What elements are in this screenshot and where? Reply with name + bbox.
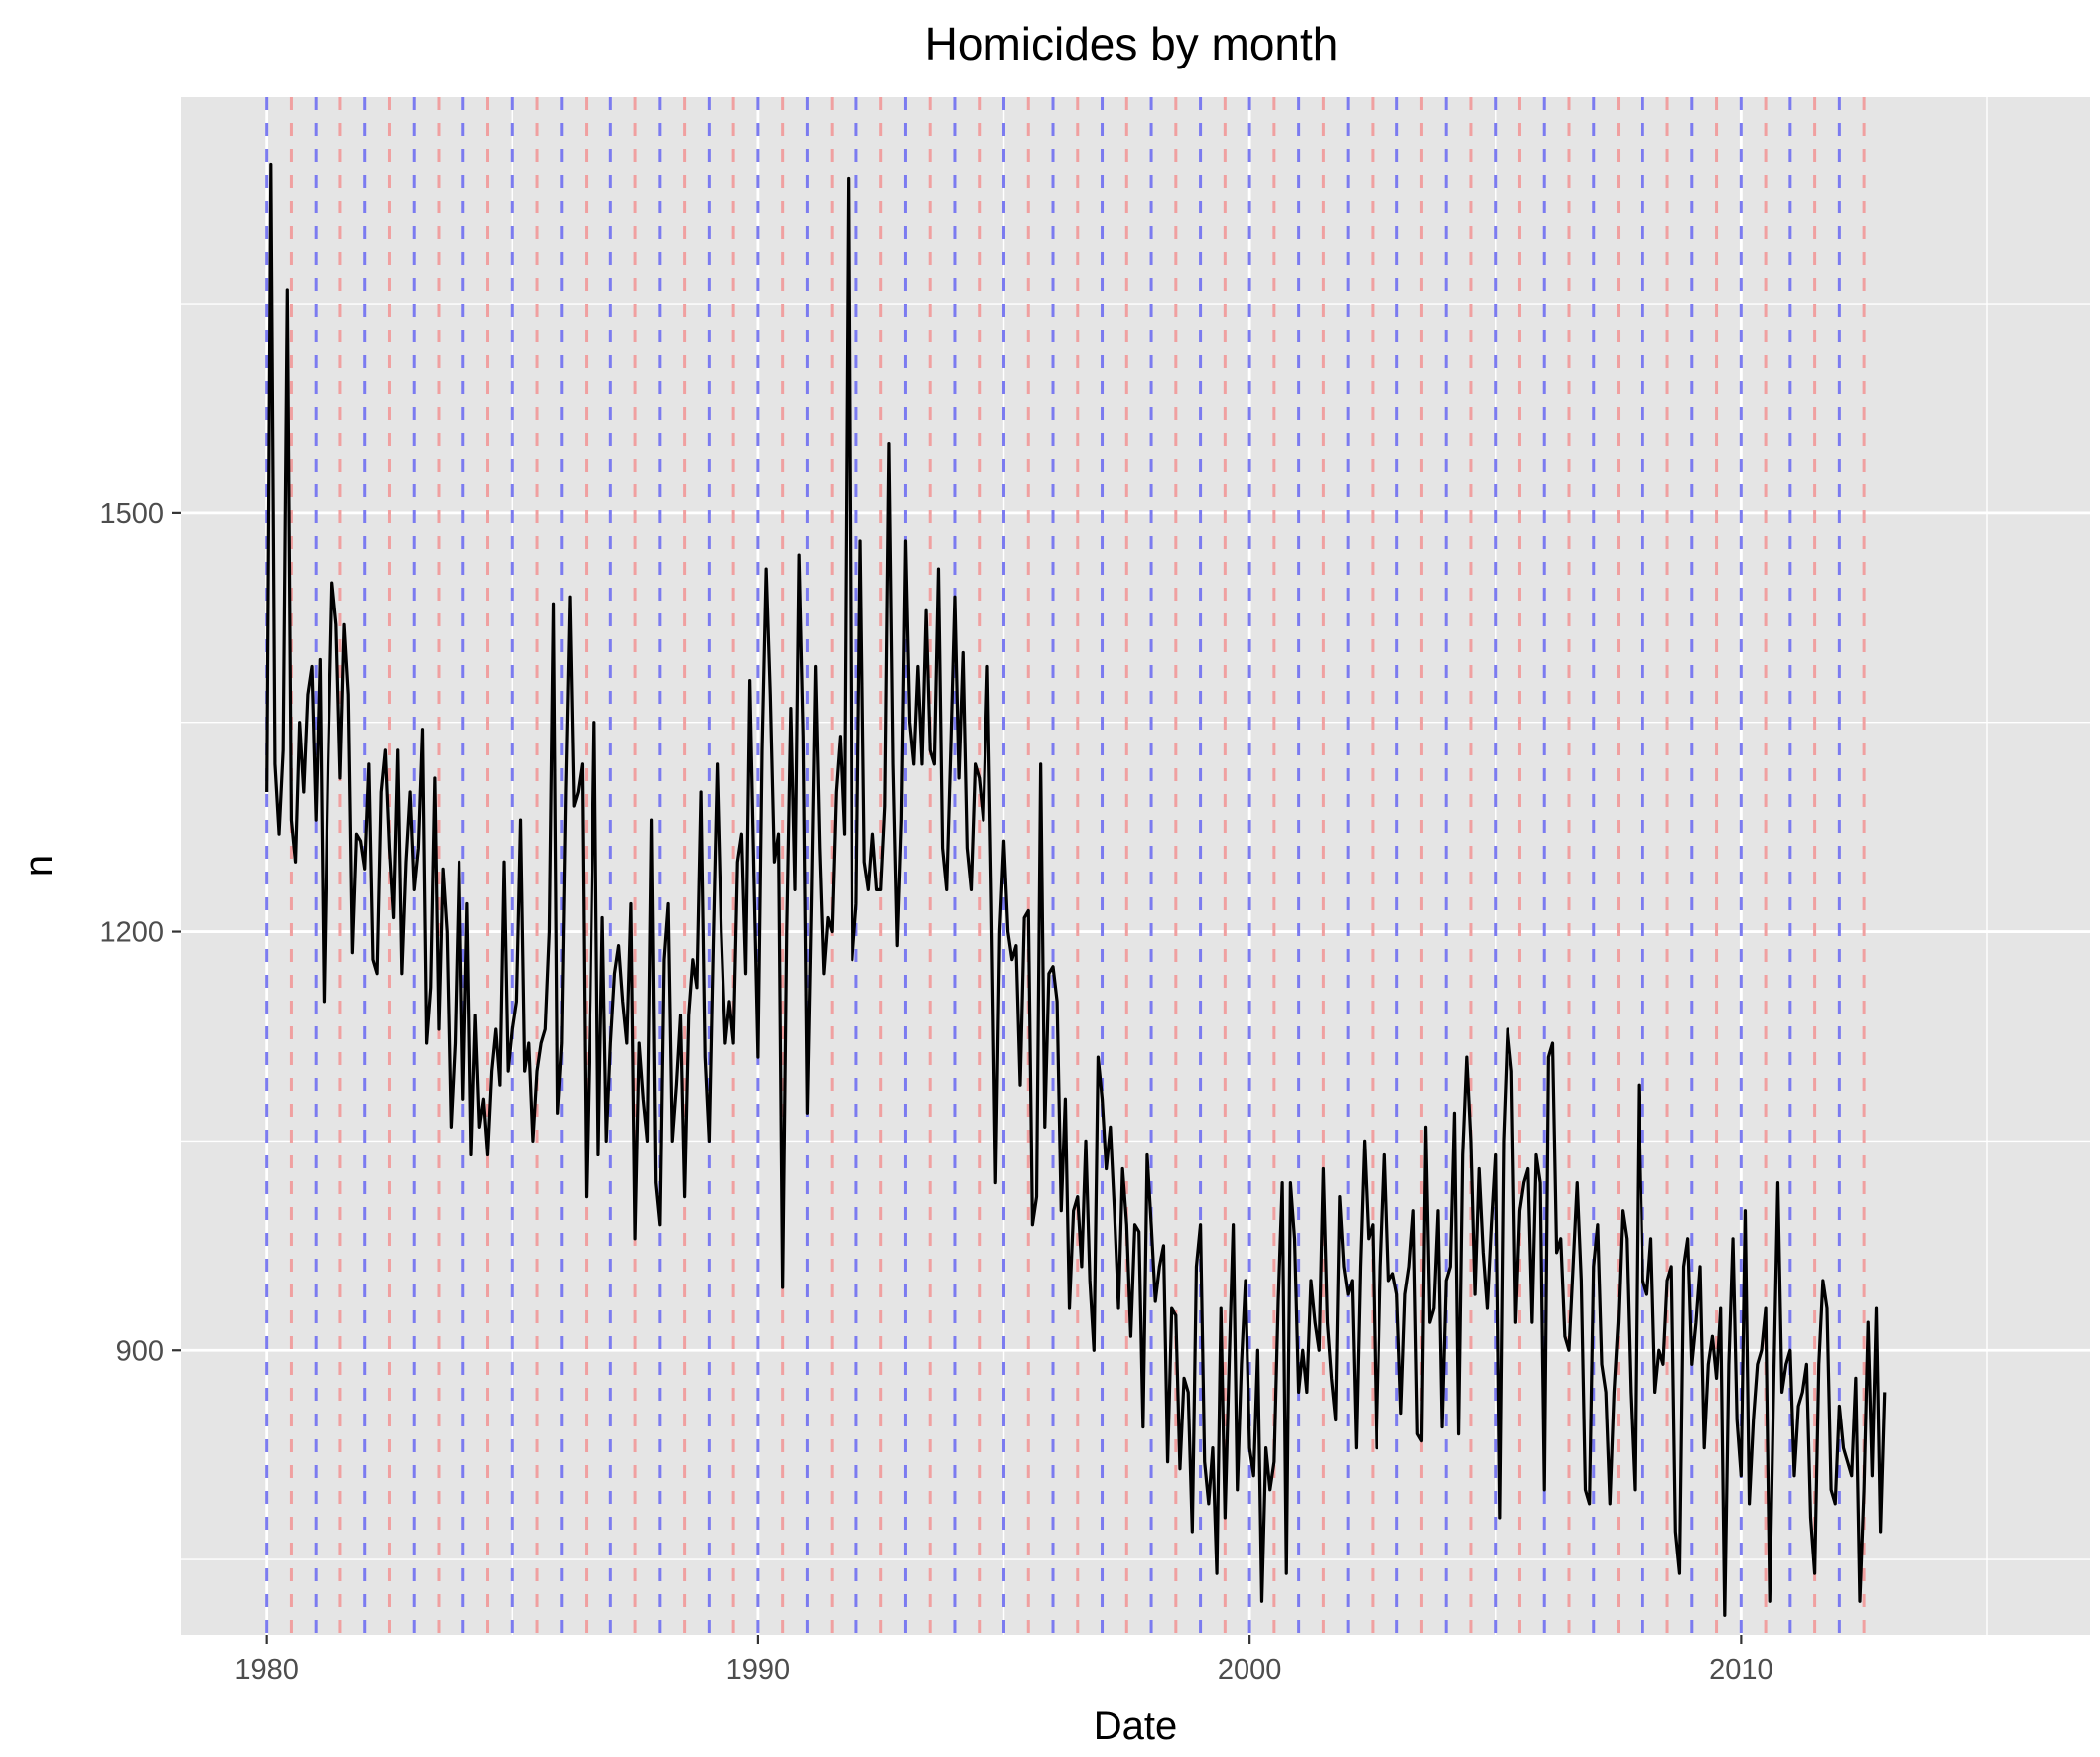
x-axis-tick-labels: 1980 1990 2000 2010 <box>234 1654 1772 1686</box>
y-tick-label: 1200 <box>99 917 164 949</box>
axis-ticks <box>172 511 1743 1644</box>
minor-gridlines <box>181 97 2090 1635</box>
chart-title: Homicides by month <box>925 18 1339 69</box>
major-gridlines <box>181 97 2090 1635</box>
y-tick-label: 1500 <box>99 498 164 530</box>
x-tick-label: 2010 <box>1709 1654 1773 1686</box>
x-axis-title: Date <box>1094 1704 1178 1748</box>
homicides-series-line <box>265 162 1887 1617</box>
x-tick-label: 1980 <box>234 1654 299 1686</box>
plot-panel <box>181 97 2090 1635</box>
series-layer <box>265 162 1887 1617</box>
x-tick-label: 1990 <box>726 1654 791 1686</box>
x-tick-label: 2000 <box>1218 1654 1282 1686</box>
y-axis-tick-labels: 900 1200 1500 <box>99 498 164 1367</box>
y-tick-label: 900 <box>116 1335 164 1367</box>
y-axis-title: n <box>17 855 61 877</box>
